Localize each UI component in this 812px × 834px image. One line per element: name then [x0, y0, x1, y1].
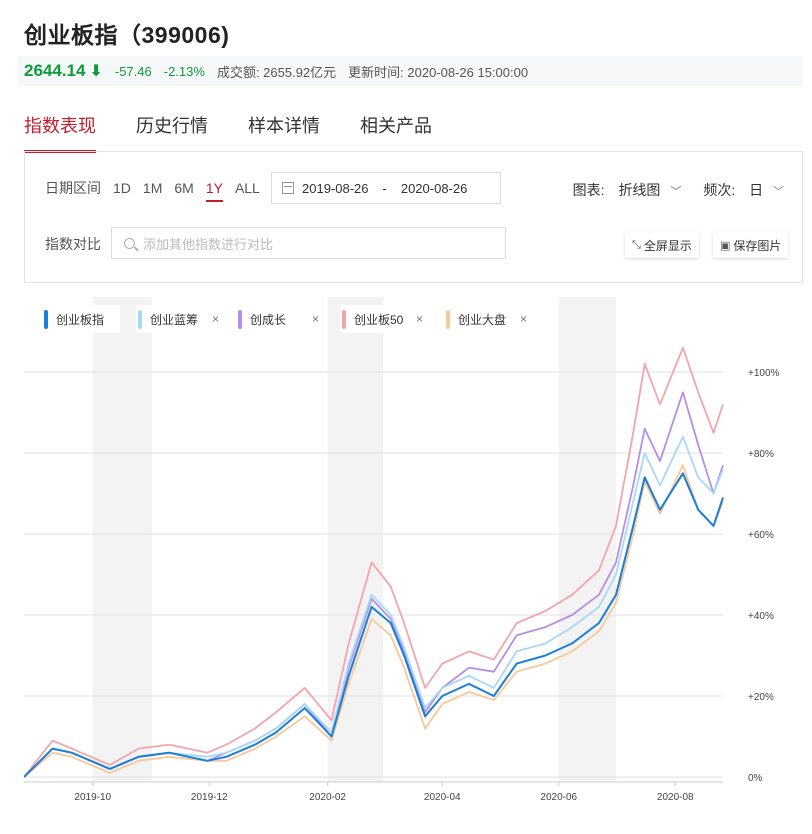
date-to: 2020-08-26 [400, 180, 468, 196]
y-tick-label: +20% [748, 692, 774, 703]
compare-search-input[interactable]: 添加其他指数进行对比 [111, 227, 506, 259]
save-image-button[interactable]: ▣ 保存图片 [713, 232, 789, 258]
legend-label: 创业蓝筹 [150, 313, 198, 327]
x-tick-label: 2020-02 [309, 792, 346, 803]
series-line-4 [23, 464, 724, 778]
shaded-month-band [327, 297, 384, 782]
close-icon[interactable]: × [312, 312, 319, 326]
tab-performance[interactable]: 指数表现 [24, 112, 96, 153]
range-1d[interactable]: 1D [113, 180, 131, 196]
legend-swatch [342, 310, 346, 329]
chart-type-value: 折线图 [618, 182, 661, 198]
shaded-month-band [92, 297, 152, 782]
fullscreen-button[interactable]: ⤡ 全屏显示 [625, 232, 699, 258]
chevron-down-icon: ﹀ [773, 186, 784, 198]
legend-item-bg [340, 305, 428, 333]
expand-icon: ⤡ [632, 238, 641, 251]
legend-swatch [44, 310, 48, 329]
tab-constituents[interactable]: 样本详情 [248, 116, 320, 136]
legend-label: 创业大盘 [458, 312, 506, 327]
x-tick-label: 2020-06 [540, 792, 577, 803]
range-6m[interactable]: 6M [174, 180, 194, 196]
chart-type-label: 图表: [572, 182, 605, 198]
price-change-pct: -2.13% [163, 63, 205, 79]
y-tick-label: +40% [748, 611, 774, 622]
chevron-down-icon: ﹀ [670, 186, 682, 198]
date-from: 2019-08-26 [302, 180, 369, 196]
tab-divider [24, 151, 803, 152]
search-icon [124, 237, 135, 249]
compare-label: 指数对比 [45, 236, 101, 252]
range-all[interactable]: ALL [234, 180, 260, 196]
page-title: 创业板指（399006) [24, 22, 230, 48]
series-line-0 [23, 472, 724, 778]
chart-area: 0% +20% +40% +60% +80% +100% 2019-10 2019-12 202… [23, 297, 803, 814]
image-icon: ▣ [720, 239, 731, 252]
legend-item-bg [136, 305, 224, 333]
legend-label: 创业板指 [56, 312, 104, 327]
turnover: 成交额: 2655.92亿元 [216, 64, 337, 80]
down-arrow-icon: ⬇ [89, 63, 103, 80]
line-chart: 0% +20% +40% +60% +80% +100% 2019-10 2019-12 202… [23, 297, 780, 803]
y-tick-label: 0% [748, 773, 763, 784]
x-tick-label: 2019-10 [74, 792, 111, 803]
series-line-3 [23, 346, 724, 778]
legend-item-bg [236, 305, 324, 333]
frequency-value: 日 [749, 182, 764, 198]
legend-swatch [238, 310, 242, 329]
close-icon[interactable]: × [416, 312, 423, 326]
legend-swatch [138, 310, 142, 329]
price-change: -57.46 [114, 63, 152, 79]
tab-history[interactable]: 历史行情 [136, 116, 208, 136]
save-image-label: 保存图片 [733, 238, 782, 253]
x-tick-label: 2019-12 [191, 792, 228, 803]
y-tick-label: +80% [748, 449, 774, 460]
legend-item-bg [42, 305, 120, 333]
frequency-label: 频次: [703, 182, 736, 198]
shaded-month-band [558, 297, 617, 782]
y-tick-label: +100% [748, 368, 780, 379]
calendar-icon [282, 182, 294, 194]
close-icon[interactable]: × [520, 312, 527, 326]
y-tick-label: +60% [748, 530, 774, 541]
x-tick-label: 2020-08 [657, 792, 694, 803]
date-range-picker[interactable]: 2019-08-26 - 2020-08-26 [271, 172, 501, 204]
index-price: 2644.14 [24, 61, 86, 80]
legend-label: 创成长 [250, 313, 286, 327]
fullscreen-label: 全屏显示 [643, 238, 692, 253]
legend-label: 创业板50 [354, 313, 404, 327]
legend-item-bg [444, 305, 532, 333]
update-time: 更新时间: 2020-08-26 15:00:00 [348, 64, 529, 80]
control-panel: 日期区间 1D 1M 6M 1Y ALL 2019-08-26 - 2020-0… [24, 152, 803, 283]
quote-bar: 2644.14 ⬇ -57.46 -2.13% 成交额: 2655.92亿元 更… [18, 56, 803, 86]
legend-swatch [446, 310, 450, 329]
chart-type-select[interactable]: 图表: 折线图 ﹀ [573, 180, 682, 200]
tab-bar: 指数表现 历史行情 样本详情 相关产品 [24, 112, 472, 153]
frequency-select[interactable]: 频次: 日 ﹀ [703, 180, 784, 200]
date-range-label: 日期区间 [45, 180, 101, 196]
range-1y[interactable]: 1Y [205, 180, 223, 202]
close-icon[interactable]: × [212, 312, 219, 326]
x-tick-label: 2020-04 [424, 792, 461, 803]
range-1m[interactable]: 1M [142, 180, 163, 196]
compare-placeholder: 添加其他指数进行对比 [143, 236, 274, 252]
tab-products[interactable]: 相关产品 [360, 116, 432, 136]
date-separator: - [382, 180, 387, 196]
